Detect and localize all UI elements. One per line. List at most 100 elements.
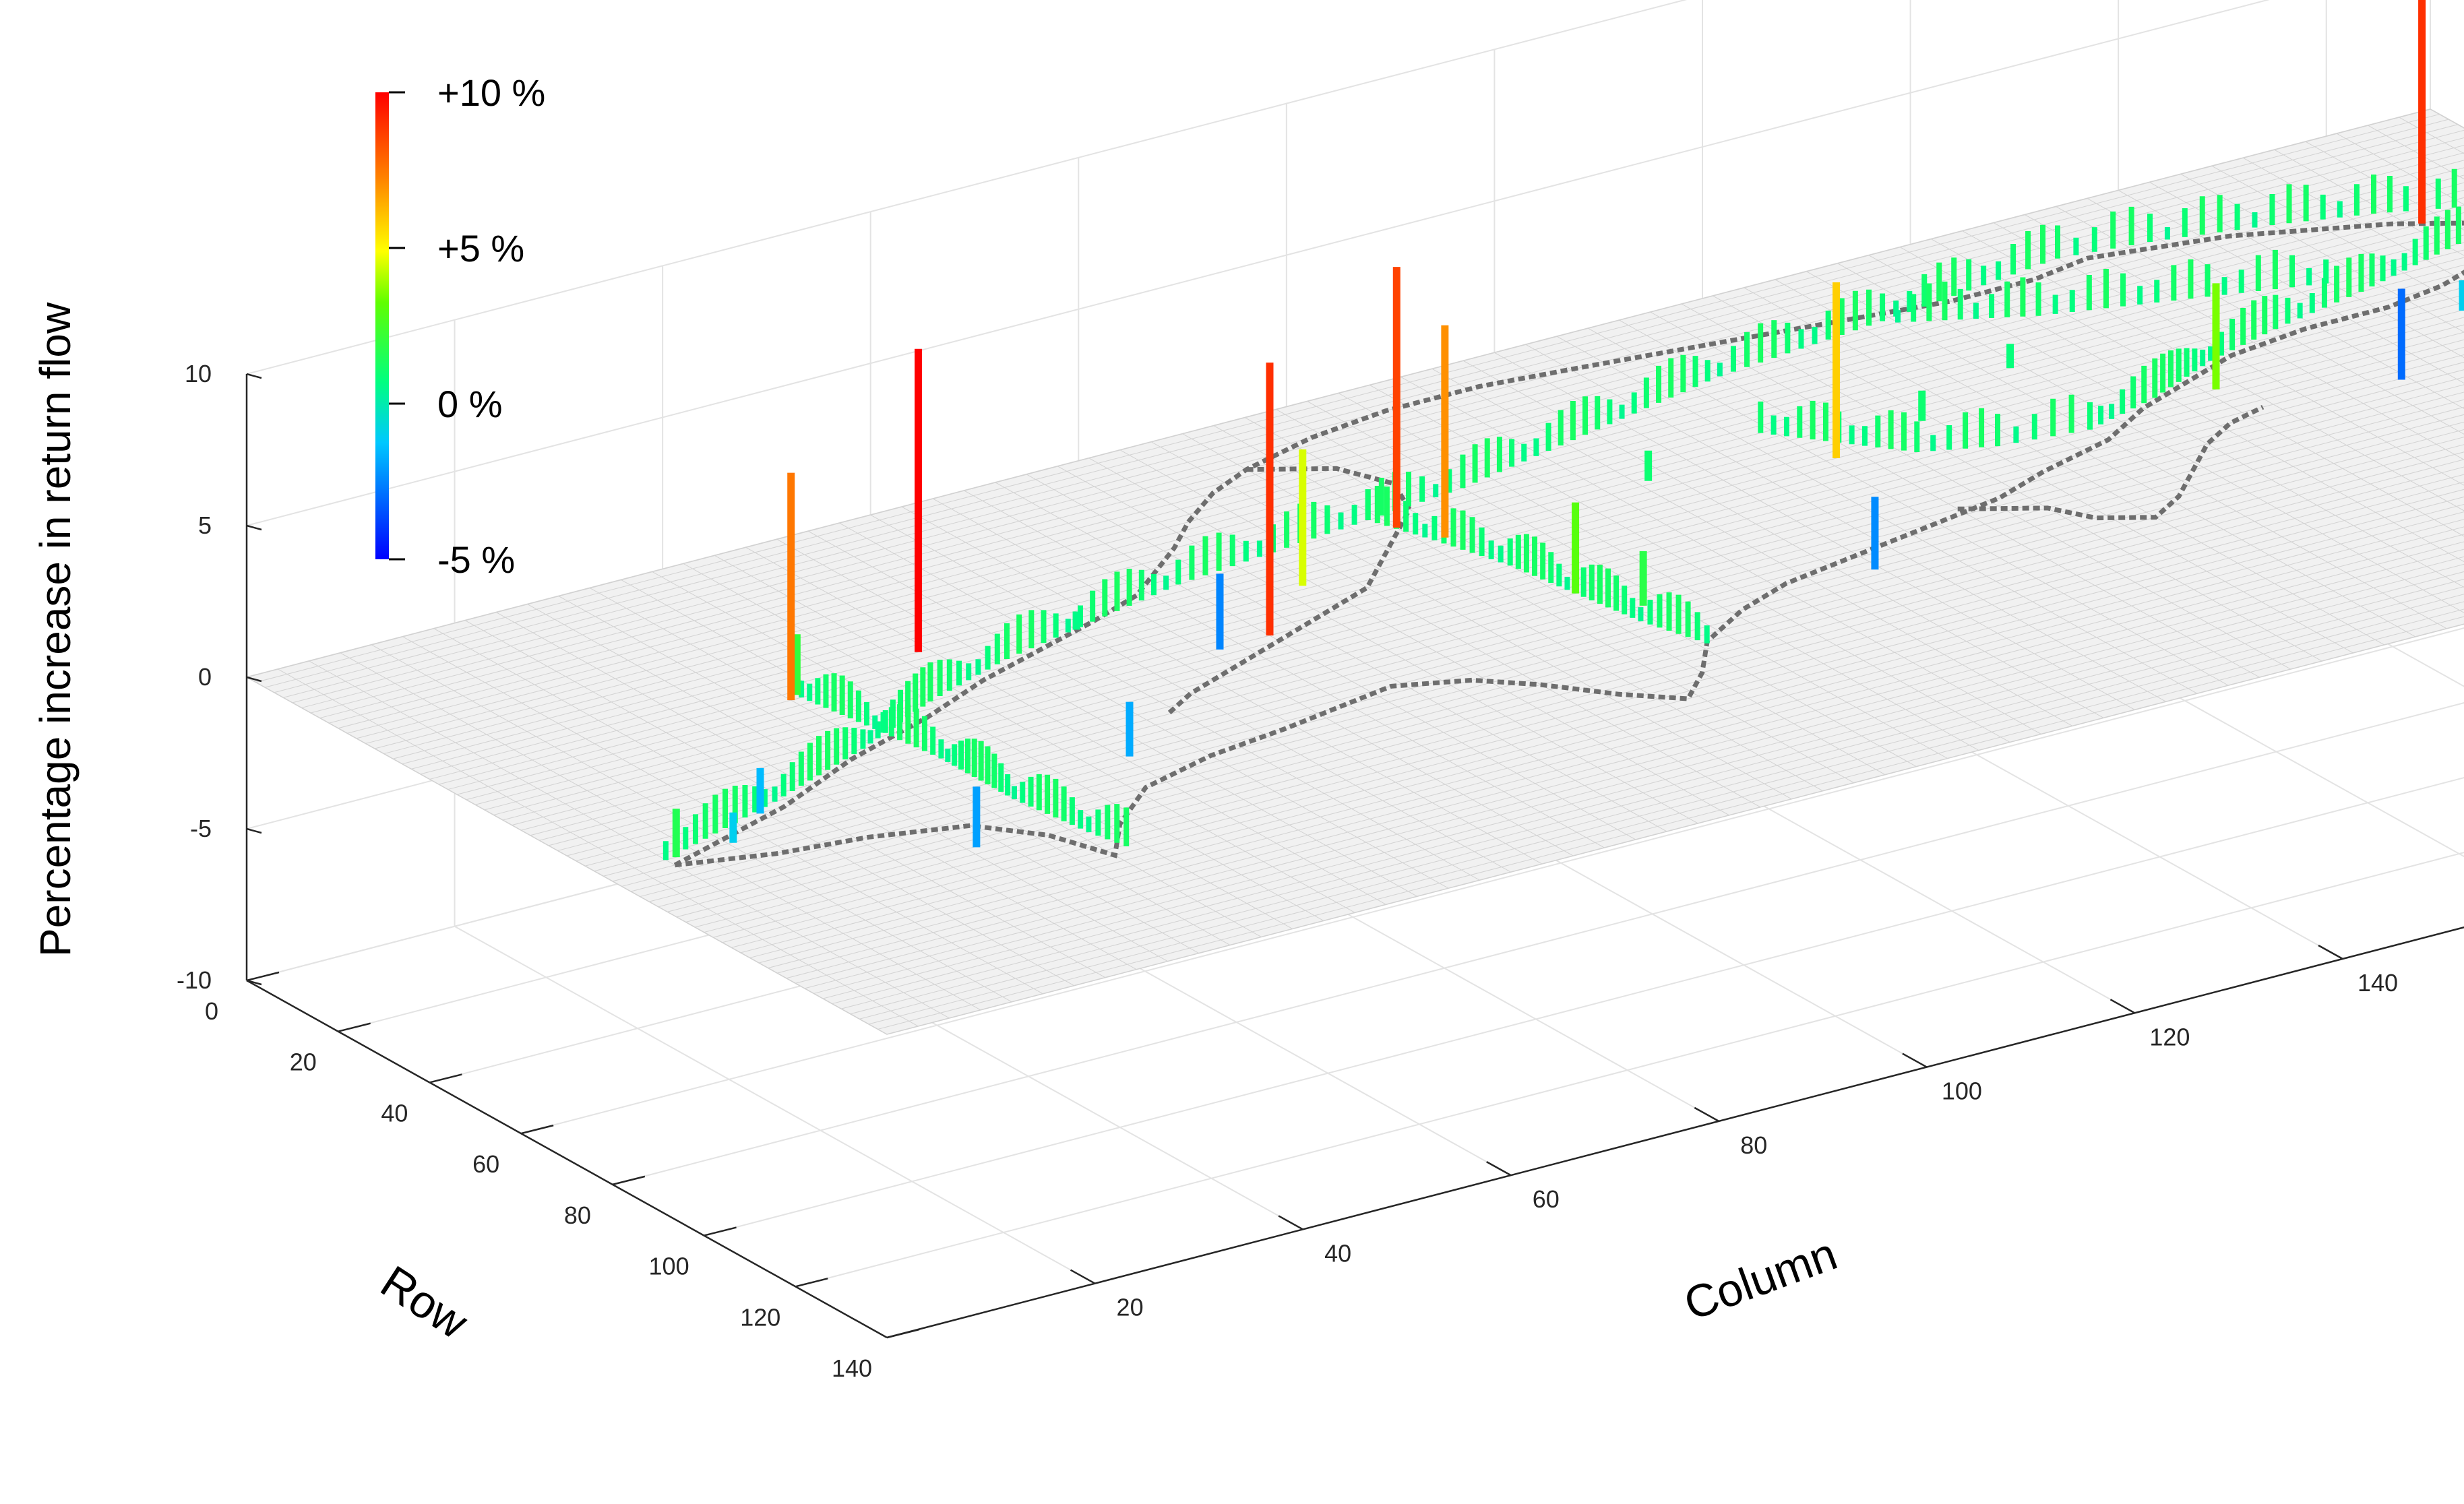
x-tick-label: 40 [1324,1239,1351,1267]
grid-line [704,777,2464,1236]
y-tick [338,1022,371,1032]
mesh-line [466,279,2464,801]
mesh-line [539,339,2464,841]
y-tick-label: 100 [649,1253,689,1280]
mesh-line [749,511,2464,958]
grid-line [246,0,2270,526]
x-tick [2109,999,2136,1014]
colorbar-label: -5 % [437,538,515,581]
mesh-line [576,369,2464,862]
mesh-line [585,377,2464,867]
mesh-line [713,481,2464,938]
colorbar: +10 % +5 % 0 % -5 % [375,71,545,581]
x-tick-label: 100 [1942,1077,1982,1105]
x-tick [1070,1269,1096,1284]
y-tick-label: 140 [832,1354,872,1382]
mesh-line [246,108,2431,678]
z-tick [246,373,262,379]
mesh-line [265,119,2449,688]
outline-path [1165,466,1413,716]
grid-line [795,852,2464,1288]
mesh-line [868,608,2464,1025]
mesh-line [2305,141,2464,230]
x-axis-line [886,926,2464,1339]
mesh-line [530,332,2464,836]
mesh-line [877,616,2464,1030]
mesh-line [365,197,2464,744]
x-axis-title: Column [1677,1228,1843,1331]
mesh-line [795,549,2464,984]
zero-plane-surface [245,108,2464,1035]
colorbar-gradient [375,92,389,559]
y-tick-label: 0 [205,997,218,1025]
mesh-line [859,601,2464,1020]
mesh-line [411,234,2464,770]
x-tick-label: 80 [1740,1131,1767,1159]
z-tick [246,827,262,834]
grid-line [454,925,1096,1284]
x-tick [1278,1215,1303,1230]
z-tick [246,524,262,531]
z-tick-label: -5 [190,815,212,842]
mesh-line [521,324,2464,831]
mesh-line [740,504,2464,953]
mesh-line [667,444,2464,912]
mesh-line [319,160,2464,719]
mesh-line [2274,149,2464,256]
mesh-line [2243,157,2464,282]
mesh-line [347,182,2464,734]
mesh-line [2336,133,2464,206]
z-tick [246,979,262,986]
y-axis-title: Row [372,1256,477,1349]
mesh-line [630,414,2464,892]
x-tick [2318,944,2343,960]
x-tick-label: 140 [2358,969,2398,997]
mesh-line [2149,181,2464,358]
mesh-line [777,534,2464,974]
x-tick [1486,1161,1512,1177]
mesh-line [768,526,2464,969]
mesh-line [841,586,2464,1009]
z-tick-label: 5 [198,511,212,539]
grid-line [520,627,2464,1135]
mesh-line [640,421,2464,898]
mesh-line [685,459,2464,922]
mesh-line [603,391,2464,877]
mesh-line [255,114,2440,683]
mesh-line [758,519,2464,964]
mesh-line [329,167,2464,724]
y-tick-label: 60 [472,1150,499,1178]
data-bars [672,0,2464,858]
mesh-line [557,354,2464,851]
mesh-line [822,571,2464,999]
y-tick-label: 40 [381,1099,408,1127]
mesh-line [676,451,2464,918]
mesh-line [338,175,2464,729]
mesh-line [832,579,2464,1005]
mesh-line [850,594,2464,1015]
axes: 10 5 0 -5 -10 0 20 40 60 80 100 120 140 20 40 60 80 100 12… [177,360,2464,1382]
mesh-line [649,429,2464,902]
outline-path [673,220,2464,867]
z-tick-label: 0 [198,663,212,691]
y-tick [795,1278,828,1288]
x-tick [1694,1106,1719,1122]
mesh-line [704,474,2464,933]
mesh-line [694,466,2464,928]
x-tick-label: 120 [2149,1023,2190,1051]
mesh-line [566,362,2464,856]
y-tick [612,1175,646,1186]
x-tick-label: 20 [1117,1294,1144,1321]
mesh-line [274,124,2458,693]
x-tick-label: 60 [1533,1185,1560,1213]
z-axis-title: Percentage increase in return flow [31,302,80,957]
zero-plane [245,108,2464,1035]
y-tick-label: 120 [740,1303,780,1331]
mesh-line [374,204,2464,749]
y-tick [429,1073,462,1084]
x-tick [1902,1053,1928,1068]
grid-line [246,0,1688,375]
mesh-line [658,437,2464,908]
mesh-line [804,556,2464,989]
